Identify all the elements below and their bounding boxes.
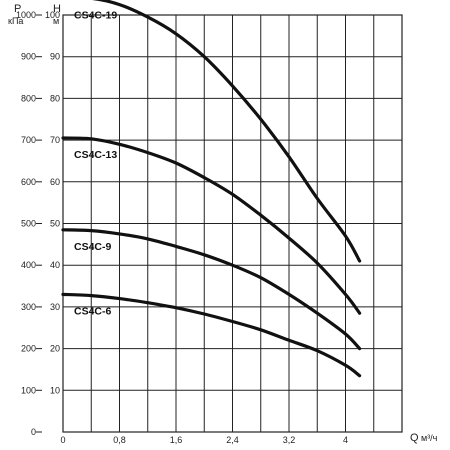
x-tick-label: 4: [343, 435, 348, 445]
series-label-cs4c-9: CS4C-9: [74, 241, 112, 253]
y-tick-label-right: 80: [50, 93, 60, 103]
plot-frame: [62, 14, 403, 433]
y-tick-label-right: 50: [50, 219, 60, 229]
y-tick-label-left: 300: [21, 302, 36, 312]
y-tick-label-left: 1000: [16, 10, 36, 20]
y-tick-label-left: 200: [21, 344, 36, 354]
series: CS4C-19 CS4C-13 CS4C-9 CS4C-6: [61, 0, 362, 378]
series-line-cs4c-13: [61, 136, 362, 315]
y-tick-label-left: 700: [21, 135, 36, 145]
y-axis-name-right: Н: [53, 3, 61, 15]
y-axis-name-left: P: [14, 3, 21, 15]
y-tick-label-right: 60: [50, 177, 60, 187]
x-tick-label: 1,6: [170, 435, 183, 445]
y-tick-label-left: 600: [21, 177, 36, 187]
y-tick-label-left: 500: [21, 219, 36, 229]
y-tick-label-left: 900: [21, 52, 36, 62]
axes: P кПа Н м Q м³/ч: [8, 3, 438, 444]
series-label-cs4c-6: CS4C-6: [74, 305, 112, 317]
tick-labels: 0100200300400500600700800900100010203040…: [16, 10, 348, 445]
y-tick-label-right: 20: [50, 344, 60, 354]
y-tick-label-right: 100: [45, 10, 60, 20]
series-label-cs4c-13: CS4C-13: [74, 149, 117, 161]
x-axis-unit: м³/ч: [421, 433, 438, 443]
y-tick-label-left: 100: [21, 385, 36, 395]
x-axis-name: Q: [410, 432, 419, 444]
y-tick-label-right: 90: [50, 52, 60, 62]
x-tick-label: 0,8: [113, 435, 126, 445]
series-line-cs4c-19: [91, 0, 362, 263]
y-axis-unit-left: кПа: [8, 16, 23, 26]
y-tick-label-right: 30: [50, 302, 60, 312]
series-line-cs4c-9: [61, 228, 362, 351]
series-label-cs4c-19: CS4C-19: [74, 9, 117, 21]
y-tick-label-left: 400: [21, 260, 36, 270]
x-tick-label: 2,4: [226, 435, 239, 445]
y-tick-label-right: 10: [50, 385, 60, 395]
y-axis-unit-right: м: [53, 16, 59, 26]
series-line-cs4c-6: [61, 292, 362, 378]
y-tick-label-left: 0: [31, 427, 36, 437]
y-tick-label-right: 40: [50, 260, 60, 270]
x-tick-label: 0: [60, 435, 65, 445]
x-tick-label: 3,2: [283, 435, 296, 445]
y-tick-label-left: 800: [21, 93, 36, 103]
y-tick-label-right: 70: [50, 135, 60, 145]
